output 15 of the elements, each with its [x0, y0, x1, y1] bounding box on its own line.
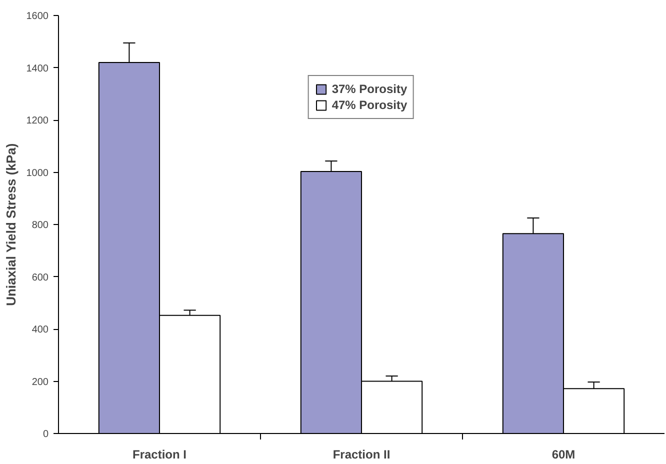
x-tick-label: 60M	[552, 448, 576, 462]
legend-label: 47% Porosity	[332, 98, 408, 112]
y-tick-label: 1200	[26, 116, 49, 126]
y-tick-label: 600	[32, 272, 49, 284]
x-tick-label: Fraction II	[332, 448, 390, 462]
y-tick-label: 1400	[26, 63, 49, 74]
y-tick-label: 400	[32, 324, 49, 336]
x-tick-label: Fraction I	[132, 448, 187, 462]
y-tick-label: 200	[32, 376, 49, 388]
legend-label: 37% Porosity	[332, 82, 408, 96]
y-tick-label: 1600	[26, 11, 49, 22]
y-tick-label: 0	[42, 429, 49, 440]
y-tick-label: 1000	[26, 168, 49, 179]
y-tick-label: 800	[32, 220, 49, 231]
y-axis-title: Uniaxial Yield Stress (kPa)	[3, 143, 18, 306]
